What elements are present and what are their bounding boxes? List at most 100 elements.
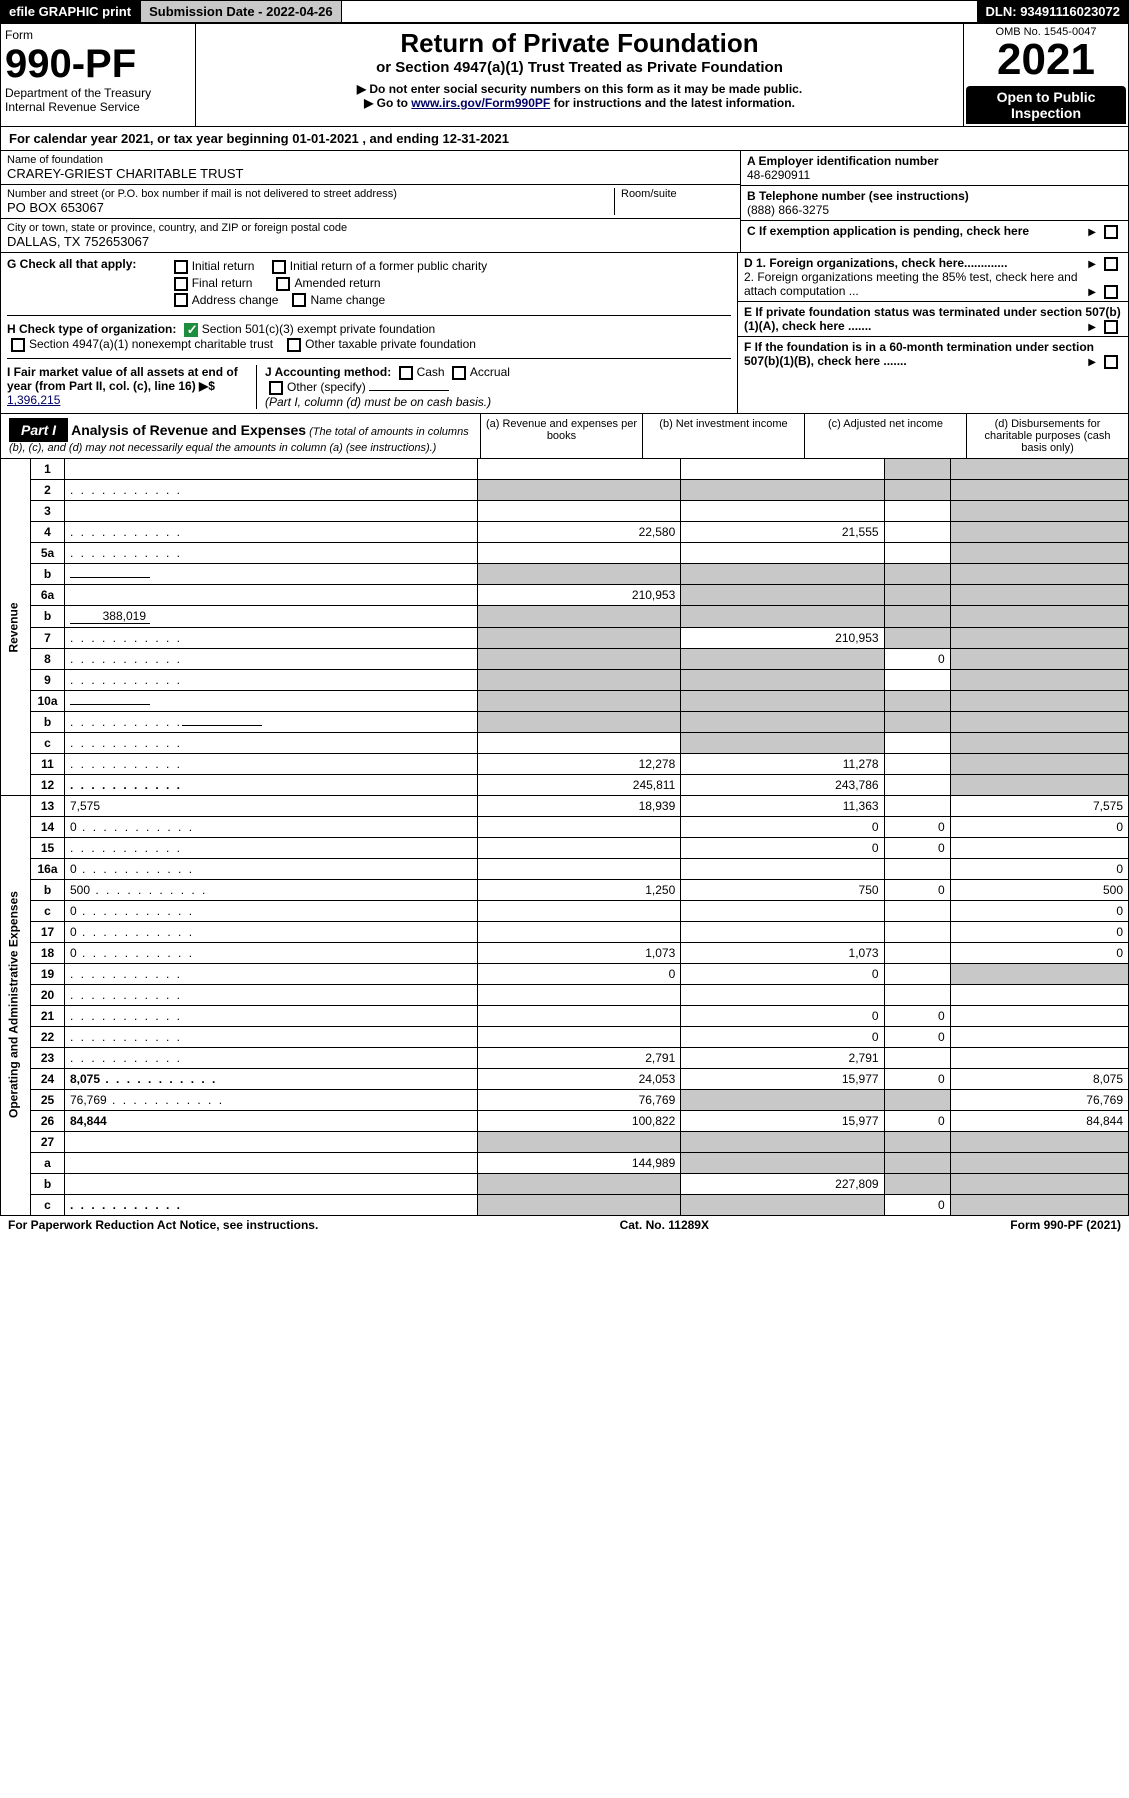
value-col-d: 0: [950, 858, 1128, 879]
value-col-d: [950, 500, 1128, 521]
value-col-b: 21,555: [681, 521, 884, 542]
table-row: 2200: [1, 1026, 1129, 1047]
address-change-checkbox[interactable]: [174, 293, 188, 307]
value-col-d: [950, 963, 1128, 984]
line-number: c: [31, 732, 65, 753]
line-description: 0: [65, 921, 478, 942]
cash-checkbox[interactable]: [399, 366, 413, 380]
final-return-checkbox[interactable]: [174, 277, 188, 291]
part1-header-row: Part I Analysis of Revenue and Expenses …: [0, 414, 1129, 459]
table-row: 2684,844100,82215,977084,844: [1, 1110, 1129, 1131]
expenses-side-label: Operating and Administrative Expenses: [1, 795, 31, 1215]
e-checkbox[interactable]: [1104, 320, 1118, 334]
value-col-c: [884, 732, 950, 753]
line-description: 0: [65, 942, 478, 963]
line-description: [65, 1152, 478, 1173]
value-col-c: [884, 942, 950, 963]
value-col-d: 7,575: [950, 795, 1128, 816]
name-change-checkbox[interactable]: [292, 293, 306, 307]
line-description: [65, 669, 478, 690]
line-number: 12: [31, 774, 65, 795]
value-col-a: [478, 837, 681, 858]
initial-return-checkbox[interactable]: [174, 260, 188, 274]
value-col-b: [681, 459, 884, 480]
value-col-a: [478, 816, 681, 837]
value-col-d: [950, 605, 1128, 627]
f-checkbox[interactable]: [1104, 355, 1118, 369]
value-col-c: [884, 711, 950, 732]
value-col-d: [950, 648, 1128, 669]
value-col-a: 144,989: [478, 1152, 681, 1173]
value-col-c: 0: [884, 648, 950, 669]
line-description: [65, 459, 478, 480]
501c3-checkbox[interactable]: [184, 323, 198, 337]
line-number: 1: [31, 459, 65, 480]
city-state-zip: DALLAS, TX 752653067: [7, 234, 734, 249]
value-col-b: [681, 921, 884, 942]
table-row: 10a: [1, 690, 1129, 711]
c-checkbox[interactable]: [1104, 225, 1118, 239]
table-row: 3: [1, 500, 1129, 521]
value-col-d: 0: [950, 816, 1128, 837]
value-col-c: 0: [884, 1005, 950, 1026]
col-d-header: (d) Disbursements for charitable purpose…: [967, 414, 1128, 458]
value-col-d: 84,844: [950, 1110, 1128, 1131]
line-number: b: [31, 605, 65, 627]
value-col-b: [681, 711, 884, 732]
line-number: 18: [31, 942, 65, 963]
line-description: [65, 648, 478, 669]
form-top-mid: Return of Private Foundation or Section …: [196, 24, 963, 126]
d1-checkbox[interactable]: [1104, 257, 1118, 271]
line-description: [65, 521, 478, 542]
value-col-c: [884, 753, 950, 774]
table-row: Operating and Administrative Expenses137…: [1, 795, 1129, 816]
table-row: 2100: [1, 1005, 1129, 1026]
inline-value: [182, 725, 262, 726]
other-taxable-checkbox[interactable]: [287, 338, 301, 352]
value-col-d: [950, 563, 1128, 584]
value-col-a: [478, 605, 681, 627]
fmv-value[interactable]: 1,396,215: [7, 393, 60, 407]
value-col-a: [478, 1131, 681, 1152]
addr-label: Number and street (or P.O. box number if…: [7, 188, 614, 200]
line-description: [65, 837, 478, 858]
table-row: 1700: [1, 921, 1129, 942]
inline-value: [70, 704, 150, 705]
line-number: 27: [31, 1131, 65, 1152]
value-col-c: [884, 500, 950, 521]
line-number: 9: [31, 669, 65, 690]
value-col-c: [884, 900, 950, 921]
value-col-c: 0: [884, 1068, 950, 1089]
inline-value: [70, 577, 150, 578]
form990pf-link[interactable]: www.irs.gov/Form990PF: [411, 96, 550, 110]
value-col-b: [681, 984, 884, 1005]
value-col-d: 0: [950, 900, 1128, 921]
accrual-checkbox[interactable]: [452, 366, 466, 380]
other-method-checkbox[interactable]: [269, 381, 283, 395]
value-col-c: [884, 1131, 950, 1152]
value-col-b: [681, 900, 884, 921]
amended-return-checkbox[interactable]: [276, 277, 290, 291]
4947a1-checkbox[interactable]: [11, 338, 25, 352]
col-c-header: (c) Adjusted net income: [805, 414, 967, 458]
value-col-a: [478, 1026, 681, 1047]
line-number: b: [31, 879, 65, 900]
value-col-d: [950, 1152, 1128, 1173]
table-row: 1900: [1, 963, 1129, 984]
value-col-a: [478, 542, 681, 563]
initial-return-former-checkbox[interactable]: [272, 260, 286, 274]
value-col-b: 15,977: [681, 1110, 884, 1131]
value-col-d: [950, 774, 1128, 795]
value-col-a: 1,073: [478, 942, 681, 963]
line-description: 500: [65, 879, 478, 900]
value-col-c: [884, 669, 950, 690]
d2-checkbox[interactable]: [1104, 285, 1118, 299]
value-col-b: [681, 605, 884, 627]
table-row: c0: [1, 1194, 1129, 1215]
value-col-c: [884, 542, 950, 563]
line-description: [65, 963, 478, 984]
value-col-d: [950, 1026, 1128, 1047]
table-row: a144,989: [1, 1152, 1129, 1173]
value-col-b: [681, 858, 884, 879]
value-col-a: [478, 1005, 681, 1026]
